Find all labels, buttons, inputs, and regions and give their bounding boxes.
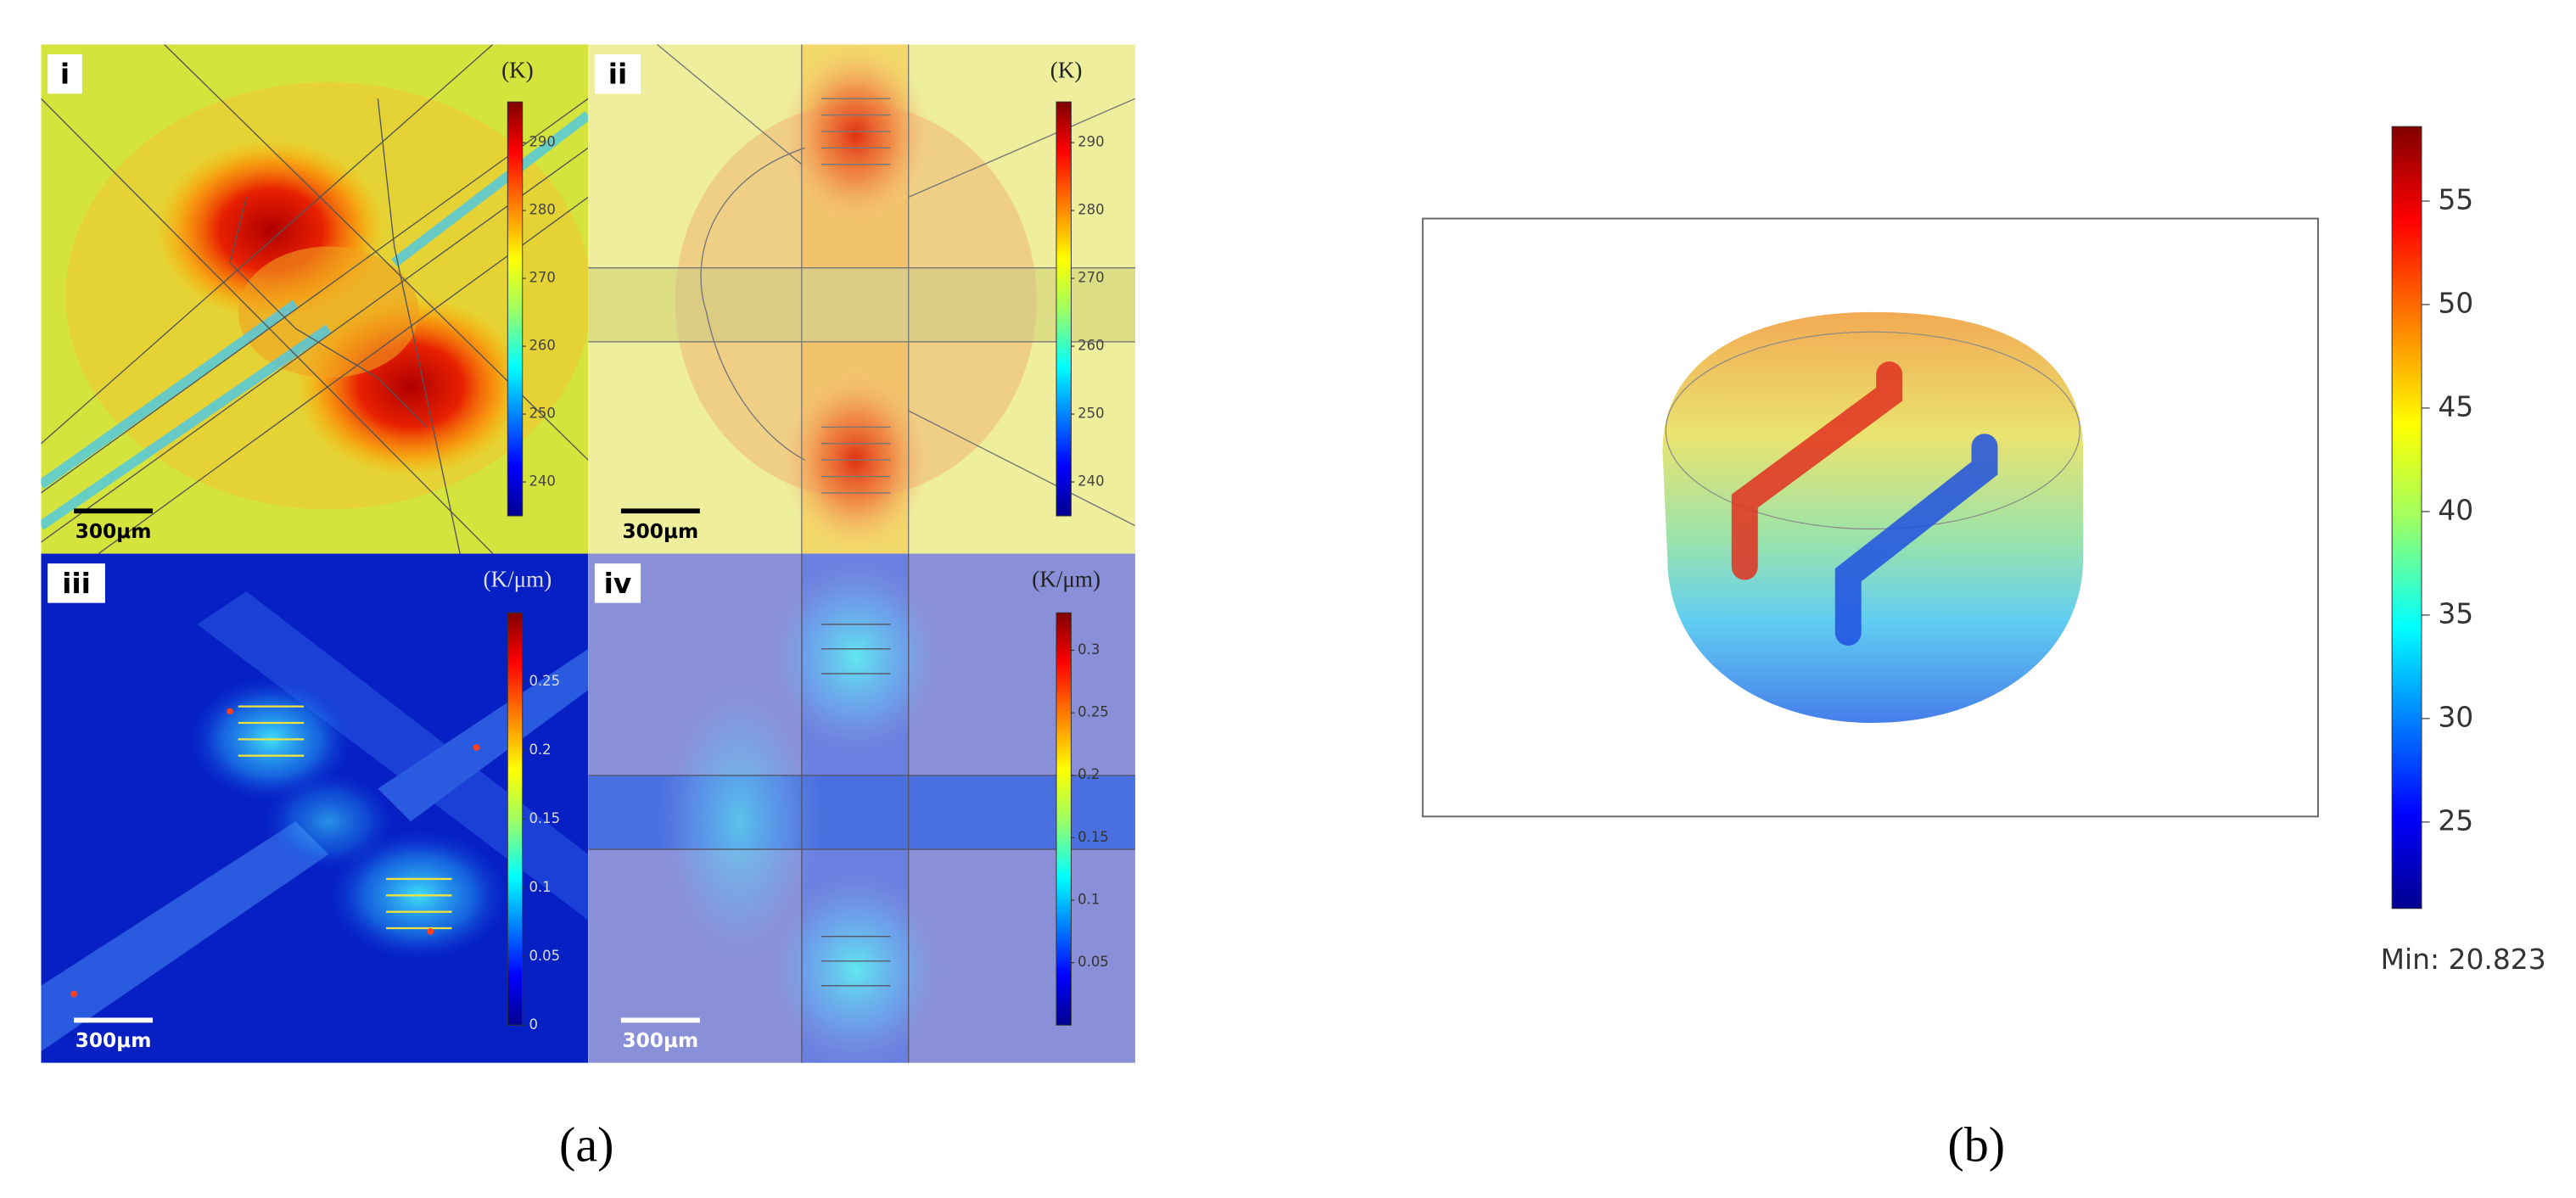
panel-label-box bbox=[48, 53, 82, 94]
colorbar-tick-label: 0.2 bbox=[1078, 766, 1100, 782]
colorbar-tick-label: 240 bbox=[529, 473, 555, 490]
colorbar-tick-label: 0.1 bbox=[529, 879, 551, 895]
min-label: Min: 20.823 bbox=[2381, 943, 2546, 976]
colorbar-tick-label: 290 bbox=[529, 134, 555, 150]
colorbar-tick-label: 270 bbox=[1078, 270, 1104, 286]
panel-ii-image bbox=[588, 44, 1135, 554]
panel-label-box bbox=[594, 563, 641, 603]
panel-i-image bbox=[41, 44, 589, 554]
unit-label: (K) bbox=[501, 57, 534, 82]
unit-label: (K) bbox=[1050, 57, 1083, 82]
colorbar-tick-label: 260 bbox=[1078, 338, 1104, 354]
colorbar-tick-label: 0.15 bbox=[1078, 829, 1109, 845]
colorbar bbox=[507, 612, 524, 1026]
panel-label-box bbox=[594, 53, 641, 94]
colorbar-tick-label: 240 bbox=[1078, 473, 1104, 490]
panel-label: iv bbox=[604, 567, 632, 600]
colorbar bbox=[1056, 612, 1072, 1026]
colorbar-tick-label: 250 bbox=[1078, 406, 1104, 422]
panel-label: i bbox=[60, 58, 70, 91]
panel-label: ii bbox=[608, 58, 628, 91]
scale-bar-label: 300μm bbox=[76, 1029, 152, 1052]
colorbar-tick-label: 50 bbox=[2438, 286, 2473, 319]
colorbar-tick-label: 0 bbox=[529, 1016, 537, 1033]
colorbar-tick-label: 260 bbox=[529, 338, 555, 354]
figure-b-label: (b) bbox=[1947, 1117, 2005, 1173]
scale-bar-label: 300μm bbox=[76, 520, 152, 543]
colorbar-tick-label: 30 bbox=[2438, 700, 2473, 733]
colorbar-tick-label: 40 bbox=[2438, 493, 2473, 526]
colorbar-tick-label: 0.1 bbox=[1078, 891, 1100, 907]
colorbar-tick-label: 270 bbox=[529, 270, 555, 286]
colorbar-tick-label: 280 bbox=[529, 202, 555, 218]
colorbar-tick-label: 290 bbox=[1078, 134, 1104, 150]
panel-iii-image bbox=[41, 553, 589, 1063]
panel-label: iii bbox=[62, 567, 91, 600]
colorbar-tick-label: 0.25 bbox=[529, 673, 560, 689]
colorbar bbox=[1056, 101, 1072, 517]
colorbar-tick-label: 45 bbox=[2438, 389, 2473, 423]
colorbar-tick-label: 0.2 bbox=[529, 742, 551, 758]
colorbar-tick-label: 280 bbox=[1078, 202, 1104, 218]
colorbar bbox=[507, 101, 524, 517]
colorbar-tick-label: 0.05 bbox=[529, 948, 560, 964]
colorbar-tick-label: 55 bbox=[2438, 182, 2473, 216]
colorbar bbox=[2391, 126, 2422, 910]
colorbar-tick-label: 35 bbox=[2438, 596, 2473, 630]
unit-label: (K/μm) bbox=[1032, 567, 1100, 592]
colorbar-tick-label: 0.3 bbox=[1078, 641, 1100, 658]
panel-b-image bbox=[1421, 217, 2319, 818]
unit-label: (K/μm) bbox=[484, 567, 552, 592]
panel-iv-image bbox=[588, 553, 1135, 1063]
colorbar-tick-label: 0.25 bbox=[1078, 704, 1109, 720]
colorbar-tick-label: 250 bbox=[529, 406, 555, 422]
scale-bar-label: 300μm bbox=[622, 520, 698, 543]
figure-a-label: (a) bbox=[559, 1117, 613, 1173]
panel-label-box bbox=[48, 563, 105, 603]
scale-bar-label: 300μm bbox=[622, 1029, 698, 1052]
colorbar-tick-label: 0.05 bbox=[1078, 954, 1109, 970]
colorbar-tick-label: 25 bbox=[2438, 803, 2473, 837]
colorbar-tick-label: 0.15 bbox=[529, 810, 560, 826]
